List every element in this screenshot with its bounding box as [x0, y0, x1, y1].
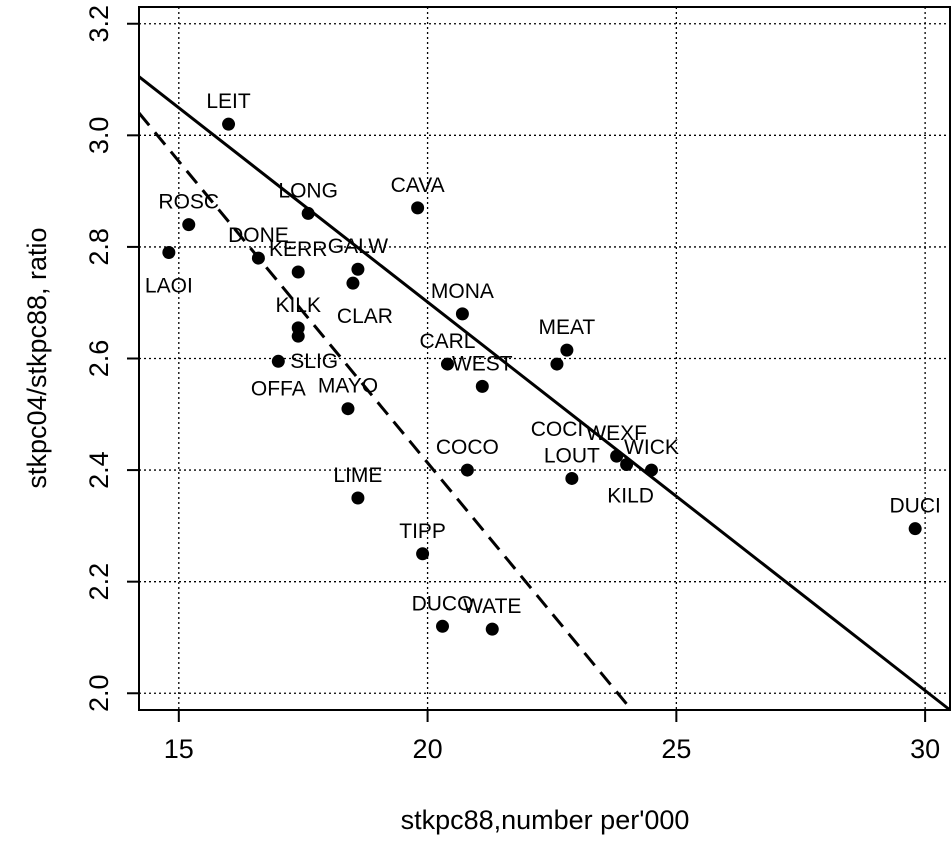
y-tick-label: 3.0	[84, 117, 114, 155]
y-axis-label: stkpc04/stkpc88, ratio	[22, 227, 52, 488]
y-tick-label: 3.2	[84, 5, 114, 43]
data-point	[222, 117, 236, 131]
point-label: TIPP	[399, 520, 446, 543]
data-point	[271, 354, 285, 368]
data-point	[416, 547, 430, 561]
x-axis: 15 20 25 30	[164, 710, 940, 764]
x-tick-label: 25	[661, 734, 691, 764]
point-label: GALW	[328, 235, 388, 258]
point-label: KILD	[607, 485, 654, 508]
y-tick-label: 2.2	[84, 563, 114, 601]
data-point	[485, 622, 499, 636]
data-point	[301, 206, 315, 220]
data-point	[610, 449, 624, 463]
data-point	[291, 329, 305, 343]
data-point	[162, 245, 176, 259]
data-point	[436, 619, 450, 633]
y-tick-label: 2.0	[84, 674, 114, 712]
point-label: LOUT	[544, 444, 600, 467]
data-point	[560, 343, 574, 357]
data-point	[341, 402, 355, 416]
point-label: COCI	[531, 418, 584, 441]
y-axis: 2.0 2.2 2.4 2.6 2.8 3.0 3.2	[84, 5, 139, 712]
regression-lines	[137, 75, 951, 712]
point-label: MEAT	[538, 316, 595, 339]
y-tick-label: 2.8	[84, 228, 114, 266]
point-label: LONG	[278, 179, 338, 202]
data-point	[411, 201, 425, 215]
data-point	[346, 276, 360, 290]
data-point	[565, 471, 579, 485]
point-label: MAYO	[318, 375, 378, 398]
data-point	[351, 491, 365, 505]
dashed-fit-line	[137, 112, 633, 711]
point-label: LEIT	[206, 90, 251, 113]
point-label: KILK	[275, 294, 321, 317]
point-label: WICK	[624, 436, 679, 459]
point-label: CARL	[419, 330, 475, 353]
point-label: WATE	[463, 595, 521, 618]
point-label: LAOI	[145, 274, 193, 297]
data-point	[620, 458, 634, 472]
data-point	[455, 307, 469, 321]
data-point	[440, 357, 454, 371]
point-label: SLIG	[290, 350, 338, 373]
point-label: KERR	[269, 238, 327, 261]
grid	[139, 7, 950, 710]
data-points	[162, 117, 922, 636]
x-tick-label: 15	[164, 734, 194, 764]
data-point	[644, 463, 658, 477]
y-tick-label: 2.6	[84, 340, 114, 378]
data-point	[475, 379, 489, 393]
x-tick-label: 20	[413, 734, 443, 764]
x-axis-label: stkpc88,number per'000	[401, 805, 690, 835]
y-tick-label: 2.4	[84, 451, 114, 489]
solid-fit-line	[138, 75, 951, 712]
point-label: WEXF	[586, 422, 647, 445]
data-point	[182, 218, 196, 232]
point-labels: LEIT ROSC LAOI DONE LONG CAVA KERR GALW CLAR KILK…	[145, 90, 941, 618]
data-point	[908, 522, 922, 536]
point-label: CAVA	[391, 174, 445, 197]
point-label: OFFA	[251, 377, 306, 400]
data-point	[550, 357, 564, 371]
point-label: ROSC	[158, 191, 219, 214]
point-label: DUCI	[889, 495, 940, 518]
point-label: LIME	[333, 464, 382, 487]
point-label: DONE	[228, 224, 289, 247]
data-point	[251, 251, 265, 265]
data-point	[351, 262, 365, 276]
point-label: WEST	[452, 352, 513, 375]
point-label: COCO	[436, 436, 499, 459]
data-point	[291, 265, 305, 279]
x-tick-label: 30	[910, 734, 940, 764]
point-label: CLAR	[337, 305, 393, 328]
point-label: MONA	[431, 280, 494, 303]
data-point	[460, 463, 474, 477]
point-label: DUCO	[412, 592, 474, 615]
